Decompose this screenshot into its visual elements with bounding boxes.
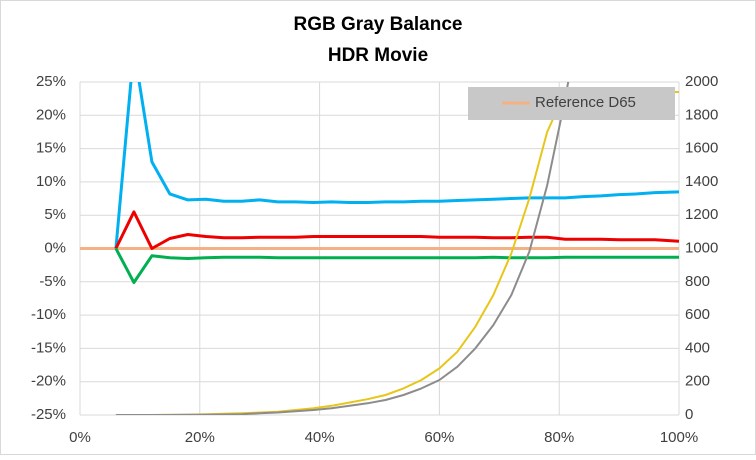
y-tick-label: -25% (31, 406, 66, 423)
x-tick-label: 60% (424, 429, 454, 446)
y2-tick-label: 1600 (685, 140, 718, 157)
y-tick-label: 10% (36, 173, 66, 190)
y2-tick-label: 0 (685, 406, 693, 423)
series-line (114, 210, 679, 250)
y2-tick-label: 400 (685, 339, 710, 356)
series-line (114, 82, 679, 249)
y2-tick-label: 1200 (685, 206, 718, 223)
x-tick-label: 40% (305, 429, 335, 446)
x-tick-label: 0% (69, 429, 91, 446)
x-tick-label: 80% (544, 429, 574, 446)
legend-label: Reference D65 (535, 94, 636, 111)
y-tick-label: -5% (39, 273, 66, 290)
y-tick-label: 5% (44, 206, 66, 223)
x-tick-label: 100% (660, 429, 698, 446)
y2-tick-label: 800 (685, 273, 710, 290)
y-tick-label: 25% (36, 73, 66, 90)
y-tick-label: -10% (31, 306, 66, 323)
series-line (114, 247, 679, 284)
y-tick-label: -20% (31, 373, 66, 390)
y2-tick-label: 1400 (685, 173, 718, 190)
y2-tick-label: 600 (685, 306, 710, 323)
y-tick-label: 20% (36, 106, 66, 123)
y-tick-label: 15% (36, 140, 66, 157)
y-tick-label: -15% (31, 339, 66, 356)
y2-tick-label: 1000 (685, 239, 718, 256)
y2-tick-label: 2000 (685, 73, 718, 90)
series-line (115, 82, 570, 415)
y2-tick-label: 1800 (685, 106, 718, 123)
chart-title: RGB Gray Balance (294, 14, 463, 35)
y-tick-label: 0% (44, 239, 66, 256)
x-tick-label: 20% (185, 429, 215, 446)
y2-tick-label: 200 (685, 373, 710, 390)
chart-subtitle: HDR Movie (328, 45, 428, 66)
